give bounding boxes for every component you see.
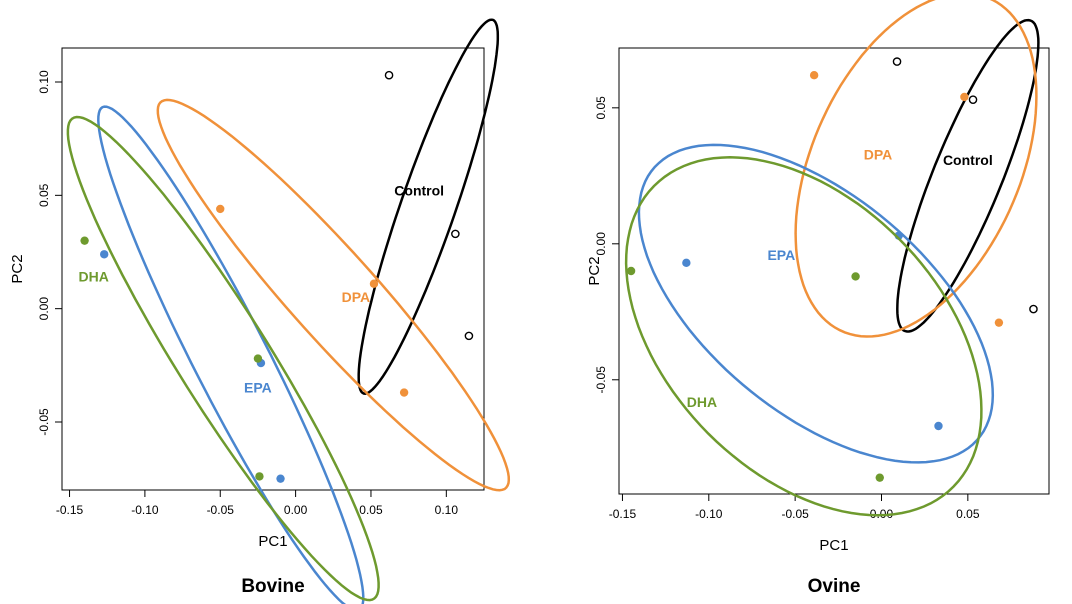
label-dha: DHA [687,394,717,410]
x-tick-label: -0.10 [131,503,159,517]
point-control [1029,304,1038,314]
y-tick-label: 0.00 [37,297,51,321]
x-tick-label: 0.00 [284,503,308,517]
y-tick-label: 0.00 [594,232,608,256]
label-epa: EPA [767,247,795,263]
ellipse-control [896,18,1040,333]
point-dpa [960,92,969,102]
ellipse-control [357,18,500,395]
x-tick-label: -0.15 [56,503,84,517]
ellipse-dpa [156,98,511,492]
point-control [892,57,902,66]
x-axis-title: PC1 [258,533,287,550]
x-tick-label: 0.05 [956,507,980,521]
point-dha [255,472,264,481]
point-dha [851,272,860,281]
y-tick-label: -0.05 [594,366,608,394]
x-axis-title: PC1 [819,537,848,554]
point-dpa [216,204,225,214]
label-dha: DHA [78,268,108,284]
panel-title: Bovine [241,576,304,597]
point-dha [626,266,636,276]
ovine-panel: -0.15 -0.10 -0.05 0.00 0.05-0.050.000.05Cont… [586,0,1050,597]
point-dpa [369,279,379,288]
point-epa [682,258,691,268]
point-epa [276,474,285,483]
chart-marks: -0.15 -0.10 -0.05 0.00 0.05 0.10 -0.05 0.00 0.05… [37,18,511,604]
plot-frame [618,47,1050,495]
ellipse-dpa [794,0,1038,338]
point-control [968,95,978,104]
y-tick-label: 0.05 [594,96,608,120]
x-tick-label: -0.05 [207,503,235,517]
ellipse-epa [97,105,365,604]
x-tick-label: -0.05 [781,507,809,521]
point-control [384,70,394,80]
y-tick-label: -0.05 [37,408,51,436]
bovine-panel: -0.15 -0.10 -0.05 0.00 0.05 0.10 -0.05 0.00 0.05… [9,18,511,604]
y-tick-label: 0.10 [37,70,51,94]
y-axis-title: PC2 [586,256,603,285]
y-tick-label: 0.05 [37,183,51,207]
label-dpa: DPA [864,147,893,163]
label-control: Control [394,182,444,198]
point-dha [253,354,263,363]
label-control: Control [943,152,993,168]
x-tick-label: 0.10 [435,503,459,517]
y-axis-title: PC2 [9,254,26,283]
point-dha [80,236,89,245]
x-tick-label: -0.10 [695,507,723,521]
label-epa: EPA [244,380,272,396]
point-epa [934,421,943,431]
ellipse-dha [66,115,380,602]
ellipse-dha [624,156,983,517]
ellipse-epa [637,143,995,464]
point-dpa [399,388,409,397]
chart-marks: -0.15 -0.10 -0.05 0.00 0.05-0.050.000.05Cont… [594,0,1040,521]
point-dha [875,473,884,482]
point-control [464,331,474,341]
plot-frame [61,47,485,491]
point-epa [100,250,109,259]
point-dpa [994,318,1004,327]
x-tick-label: -0.15 [609,507,637,521]
x-tick-label: 0.05 [359,503,383,517]
label-dpa: DPA [342,289,371,305]
panel-title: Ovine [808,576,861,597]
point-control [451,229,460,239]
point-dpa [809,70,819,80]
